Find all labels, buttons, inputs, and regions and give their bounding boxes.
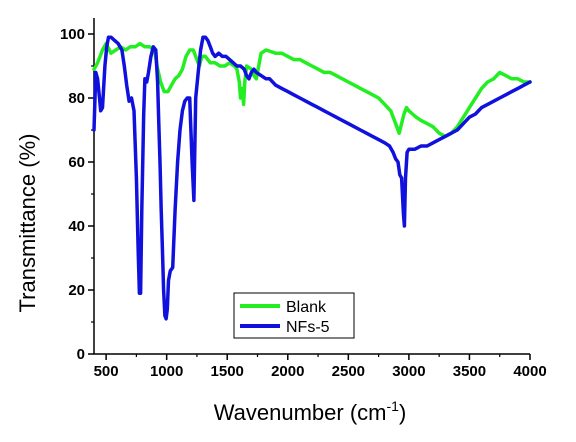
y-tick-label: 80 [68, 90, 85, 107]
series-line-blank [92, 41, 532, 139]
x-axis-title: Wavenumber (cm-1) [214, 398, 407, 425]
x-tick-label: 2000 [271, 363, 304, 380]
y-tick-label: 20 [68, 282, 85, 299]
y-axis-title: Transmittance (%) [15, 134, 40, 313]
y-tick-label: 0 [77, 346, 85, 363]
x-tick-label: 3500 [453, 363, 486, 380]
x-tick-label: 2500 [332, 363, 365, 380]
y-tick-label: 40 [68, 218, 85, 235]
plot-axes: 0 20 40 60 80 100 500 1000 1500 2000 2500 3000 3500 4… [60, 18, 547, 380]
x-axis-title-main: Wavenumber (cm [214, 400, 387, 425]
series-lines [92, 35, 532, 321]
legend: Blank NFs-5 [233, 292, 355, 339]
x-tick-label: 500 [94, 363, 119, 380]
y-tick-label: 100 [60, 26, 85, 43]
legend-label: Blank [286, 299, 327, 316]
x-tick-label: 4000 [513, 363, 546, 380]
y-tick-label: 60 [68, 154, 85, 171]
legend-box [233, 292, 355, 339]
x-axis-title-superscript: -1 [387, 398, 400, 414]
legend-label: NFs-5 [286, 319, 330, 336]
x-tick-label: 1500 [211, 363, 244, 380]
x-tick-label: 3000 [392, 363, 425, 380]
series-line-nfs-5 [92, 35, 532, 321]
x-tick-label: 1000 [150, 363, 183, 380]
x-axis-title-close: ) [399, 400, 406, 425]
